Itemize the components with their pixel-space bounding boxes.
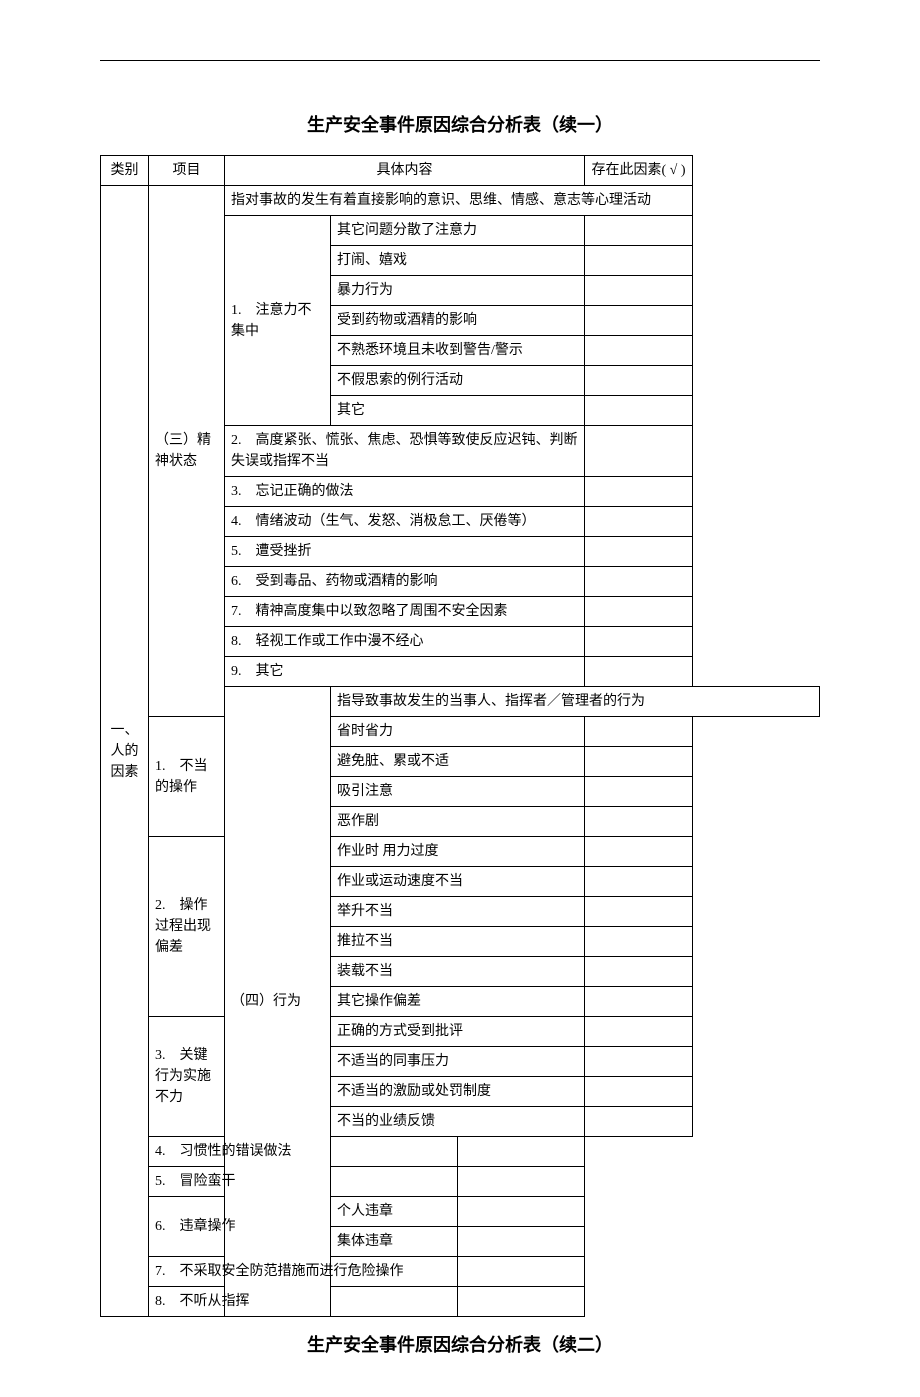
check-cell[interactable] xyxy=(585,867,693,897)
s4g2-i1: 作业或运动速度不当 xyxy=(331,867,585,897)
s4g2-i3: 推拉不当 xyxy=(331,927,585,957)
s3g1-i5: 不假思索的例行活动 xyxy=(331,366,585,396)
s3g1-i2: 暴力行为 xyxy=(331,276,585,306)
page: 生产安全事件原因综合分析表（续一） 类别 项目 具体内容 存在此因素( √ ) … xyxy=(0,0,920,1397)
hdr-project: 项目 xyxy=(149,156,225,186)
check-cell[interactable] xyxy=(585,1107,693,1137)
hdr-category: 类别 xyxy=(101,156,149,186)
s4g2-i5: 其它操作偏差 xyxy=(331,987,585,1017)
check-cell[interactable] xyxy=(585,807,693,837)
table-row: 7. 不采取安全防范措施而进行危险操作 xyxy=(101,1257,820,1287)
check-cell[interactable] xyxy=(585,306,693,336)
check-cell[interactable] xyxy=(458,1137,585,1167)
table-row: 1. 不当的操作 省时省力 xyxy=(101,717,820,747)
table-row: 一、人的因素 （三）精神状态 指对事故的发生有着直接影响的意识、思维、情感、意志… xyxy=(101,186,820,216)
check-cell[interactable] xyxy=(585,837,693,867)
check-cell[interactable] xyxy=(585,957,693,987)
check-cell[interactable] xyxy=(458,1197,585,1227)
check-cell[interactable] xyxy=(585,216,693,246)
s4g6-label: 6. 违章操作 xyxy=(149,1197,331,1257)
s4g3-i2: 不适当的激励或处罚制度 xyxy=(331,1077,585,1107)
table-row: 6. 违章操作 个人违章 xyxy=(101,1197,820,1227)
check-cell[interactable] xyxy=(585,747,693,777)
s3g5: 5. 遭受挫折 xyxy=(225,537,585,567)
s3g1-i3: 受到药物或酒精的影响 xyxy=(331,306,585,336)
s3g7: 7. 精神高度集中以致忽略了周围不安全因素 xyxy=(225,597,585,627)
check-cell[interactable] xyxy=(585,507,693,537)
table-row: 2. 操作过程出现偏差 作业时 用力过度 xyxy=(101,837,820,867)
check-cell[interactable] xyxy=(458,1227,585,1257)
s3g1-i1: 打闹、嬉戏 xyxy=(331,246,585,276)
analysis-table: 类别 项目 具体内容 存在此因素( √ ) 一、人的因素 （三）精神状态 指对事… xyxy=(100,155,820,1317)
section4-intro: 指导致事故发生的当事人、指挥者／管理者的行为 xyxy=(331,687,820,717)
s4g1-i2: 吸引注意 xyxy=(331,777,585,807)
table-header-row: 类别 项目 具体内容 存在此因素( √ ) xyxy=(101,156,820,186)
s4g2-i2: 举升不当 xyxy=(331,897,585,927)
s3g9: 9. 其它 xyxy=(225,657,585,687)
s3g1-label: 1. 注意力不集中 xyxy=(225,216,331,426)
title-2: 生产安全事件原因综合分析表（续二） xyxy=(100,1331,820,1357)
s4g4: 4. 习惯性的错误做法 xyxy=(149,1137,458,1167)
check-cell[interactable] xyxy=(585,717,693,747)
check-cell[interactable] xyxy=(585,777,693,807)
s4g3-i0: 正确的方式受到批评 xyxy=(331,1017,585,1047)
check-cell[interactable] xyxy=(585,1077,693,1107)
check-cell[interactable] xyxy=(585,477,693,507)
s3g1-i0: 其它问题分散了注意力 xyxy=(331,216,585,246)
table-row: 4. 习惯性的错误做法 xyxy=(101,1137,820,1167)
check-cell[interactable] xyxy=(585,1047,693,1077)
check-cell[interactable] xyxy=(585,627,693,657)
check-cell[interactable] xyxy=(585,657,693,687)
check-cell[interactable] xyxy=(585,426,693,477)
s4g3-label: 3. 关键行为实施不力 xyxy=(149,1017,225,1137)
check-cell[interactable] xyxy=(585,597,693,627)
s4g2-i4: 装载不当 xyxy=(331,957,585,987)
section3-name: （三）精神状态 xyxy=(149,186,225,717)
check-cell[interactable] xyxy=(585,366,693,396)
s4g1-i0: 省时省力 xyxy=(331,717,585,747)
table-row: 3. 关键行为实施不力 正确的方式受到批评 xyxy=(101,1017,820,1047)
s3g1-i6: 其它 xyxy=(331,396,585,426)
s3g3: 3. 忘记正确的做法 xyxy=(225,477,585,507)
category-cell: 一、人的因素 xyxy=(101,186,149,1317)
s4g6-s2: 集体违章 xyxy=(331,1227,458,1257)
check-cell[interactable] xyxy=(585,987,693,1017)
title-1: 生产安全事件原因综合分析表（续一） xyxy=(100,111,820,137)
s4g3-i3: 不当的业绩反馈 xyxy=(331,1107,585,1137)
check-cell[interactable] xyxy=(585,336,693,366)
check-cell[interactable] xyxy=(585,537,693,567)
check-cell[interactable] xyxy=(585,927,693,957)
s4g5: 5. 冒险蛮干 xyxy=(149,1167,458,1197)
s3g4: 4. 情绪波动（生气、发怒、消极怠工、厌倦等） xyxy=(225,507,585,537)
s3g1-i4: 不熟悉环境且未收到警告/警示 xyxy=(331,336,585,366)
check-cell[interactable] xyxy=(585,246,693,276)
check-cell[interactable] xyxy=(585,897,693,927)
s3g6: 6. 受到毒品、药物或酒精的影响 xyxy=(225,567,585,597)
s4g6-s1: 个人违章 xyxy=(331,1197,458,1227)
hdr-factor: 存在此因素( √ ) xyxy=(585,156,693,186)
check-cell[interactable] xyxy=(585,276,693,306)
check-cell[interactable] xyxy=(458,1257,585,1287)
s4g7: 7. 不采取安全防范措施而进行危险操作 xyxy=(149,1257,458,1287)
s4g2-label: 2. 操作过程出现偏差 xyxy=(149,837,225,1017)
s4g2-i0: 作业时 用力过度 xyxy=(331,837,585,867)
table-row: 5. 冒险蛮干 xyxy=(101,1167,820,1197)
section3-intro: 指对事故的发生有着直接影响的意识、思维、情感、意志等心理活动 xyxy=(225,186,693,216)
s4g1-i3: 恶作剧 xyxy=(331,807,585,837)
check-cell[interactable] xyxy=(585,567,693,597)
check-cell[interactable] xyxy=(458,1167,585,1197)
s4g3-i1: 不适当的同事压力 xyxy=(331,1047,585,1077)
s3g2: 2. 高度紧张、慌张、焦虑、恐惧等致使反应迟钝、判断失误或指挥不当 xyxy=(225,426,585,477)
check-cell[interactable] xyxy=(585,1017,693,1047)
hdr-content: 具体内容 xyxy=(225,156,585,186)
s4g1-i1: 避免脏、累或不适 xyxy=(331,747,585,777)
s4g1-label: 1. 不当的操作 xyxy=(149,717,225,837)
s3g8: 8. 轻视工作或工作中漫不经心 xyxy=(225,627,585,657)
check-cell[interactable] xyxy=(585,396,693,426)
top-rule xyxy=(100,60,820,61)
